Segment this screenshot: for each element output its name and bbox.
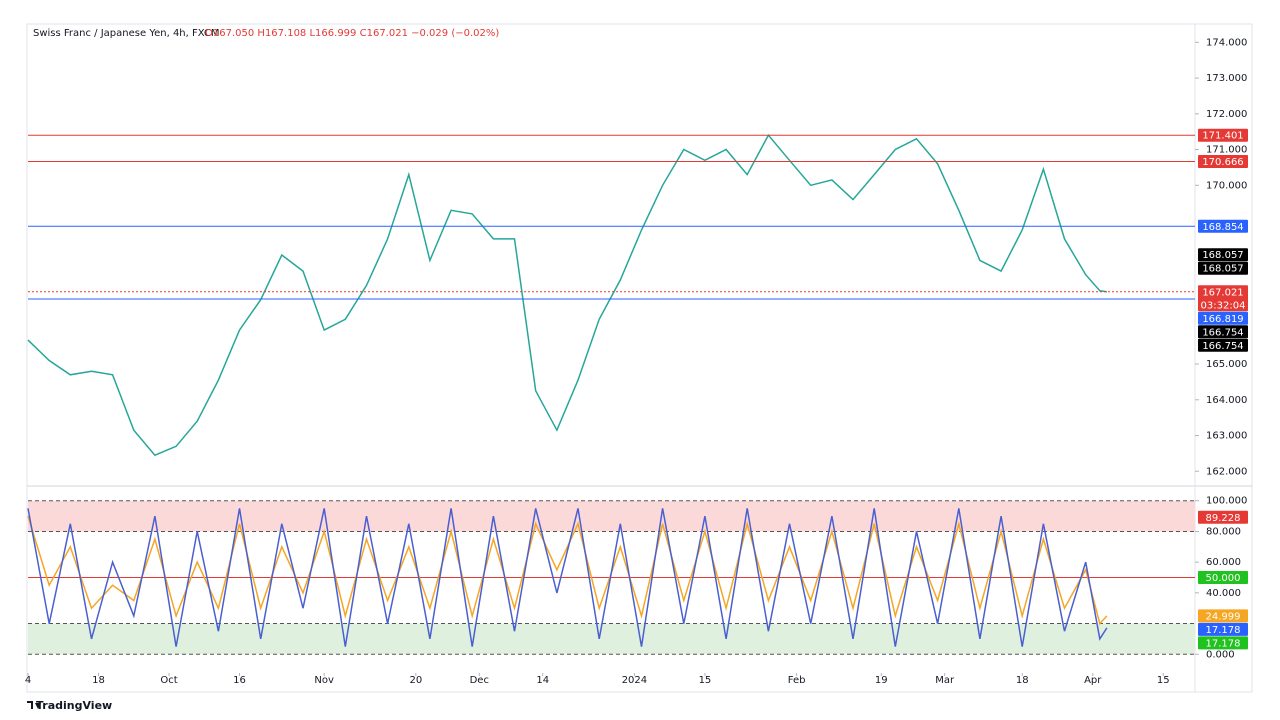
y-tick-label: 173.000 xyxy=(1206,73,1247,84)
price-tag-label: 50.000 xyxy=(1206,573,1241,584)
price-tag xyxy=(1198,636,1248,650)
high: H167.108 xyxy=(257,28,306,39)
price-tag xyxy=(1198,609,1248,623)
price-tag-label: 167.021 xyxy=(1202,287,1243,298)
x-tick-label: 4 xyxy=(25,675,31,686)
ohlc: O167.050 H167.108 L166.999 C167.021 −0.0… xyxy=(205,28,499,39)
price-tag xyxy=(1198,311,1248,325)
change: −0.029 (−0.02%) xyxy=(411,28,499,39)
close: C167.021 xyxy=(360,28,408,39)
series-line xyxy=(27,508,1108,647)
x-tick-label: Dec xyxy=(470,675,489,686)
series-line xyxy=(27,515,1108,626)
y-tick-label: 170.000 xyxy=(1206,180,1247,191)
y-tick-label: 162.000 xyxy=(1206,466,1247,477)
price-tag-label: 170.666 xyxy=(1202,157,1243,168)
price-tag xyxy=(1198,622,1248,636)
y-tick-label: 171.000 xyxy=(1206,145,1247,156)
price-tag-label: 89.228 xyxy=(1206,513,1241,524)
price-tag xyxy=(1198,261,1248,275)
price-tag-label: 168.057 xyxy=(1202,264,1243,275)
y-tick-label: 163.000 xyxy=(1206,431,1247,442)
price-tag xyxy=(1198,128,1248,142)
price-tag xyxy=(1198,248,1248,262)
y-tick-label: 165.000 xyxy=(1206,359,1247,370)
x-tick-label: Nov xyxy=(314,675,334,686)
series-line xyxy=(27,133,1108,457)
y-tick-label: 80.000 xyxy=(1206,526,1241,537)
band xyxy=(28,623,1195,655)
price-tag xyxy=(1198,571,1248,584)
y-tick-label: 174.000 xyxy=(1206,37,1247,48)
x-tick-label: Mar xyxy=(935,675,955,686)
y-tick-label: 172.000 xyxy=(1206,109,1247,120)
x-tick-label: 16 xyxy=(233,675,246,686)
x-tick-label: 19 xyxy=(875,675,888,686)
y-tick-label: 0.000 xyxy=(1206,649,1235,660)
price-tag-label: 168.854 xyxy=(1202,222,1243,233)
price-tag xyxy=(1198,154,1248,168)
band xyxy=(28,500,1195,532)
brand-logo xyxy=(27,701,41,709)
price-tag xyxy=(1198,219,1248,233)
x-tick-label: 18 xyxy=(92,675,105,686)
y-tick-label: 40.000 xyxy=(1206,588,1241,599)
price-tag xyxy=(1198,325,1248,339)
x-tick-label: Apr xyxy=(1084,675,1102,686)
countdown: 03:32:04 xyxy=(1201,300,1246,311)
price-tag xyxy=(1198,338,1248,352)
symbol-title: Swiss Franc / Japanese Yen, 4h, FXCM xyxy=(33,28,219,39)
x-tick-label: 15 xyxy=(1157,675,1170,686)
frame xyxy=(26,23,1253,693)
y-tick-label: 60.000 xyxy=(1206,557,1241,568)
price-tag-label: 171.401 xyxy=(1202,131,1243,142)
low: L166.999 xyxy=(309,28,356,39)
x-tick-label: 18 xyxy=(1016,675,1029,686)
price-tag-label: 168.057 xyxy=(1202,250,1243,261)
price-tag-label: 166.819 xyxy=(1202,314,1243,325)
x-tick-label: 15 xyxy=(699,675,712,686)
price-tag-label: 17.178 xyxy=(1206,638,1241,649)
x-tick-label: 20 xyxy=(409,675,422,686)
y-tick-label: 164.000 xyxy=(1206,395,1247,406)
price-tag xyxy=(1198,285,1248,312)
price-tag-label: 24.999 xyxy=(1206,611,1241,622)
price-tag-label: 166.754 xyxy=(1202,341,1243,352)
x-tick-label: 2024 xyxy=(622,675,647,686)
header: Swiss Franc / Japanese Yen, 4h, FXCM xyxy=(33,28,219,39)
brand: TradingView xyxy=(36,699,112,712)
y-tick-label: 100.000 xyxy=(1206,496,1247,507)
price-tag xyxy=(1198,510,1248,524)
price-tag-label: 166.754 xyxy=(1202,327,1243,338)
x-tick-label: 14 xyxy=(536,675,549,686)
x-tick-label: Feb xyxy=(788,675,806,686)
x-tick-label: Oct xyxy=(160,675,177,686)
price-tag-label: 17.178 xyxy=(1206,625,1241,636)
open: O167.050 xyxy=(205,28,254,39)
